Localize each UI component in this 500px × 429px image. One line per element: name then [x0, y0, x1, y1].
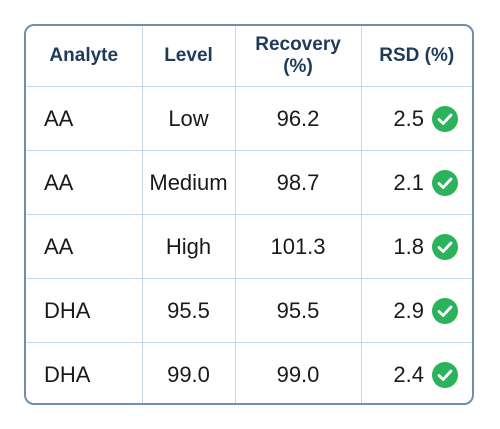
rsd-value: 2.1	[393, 169, 424, 195]
results-table-card: Analyte Level Recovery (%) RSD (%) AA Lo…	[24, 24, 474, 405]
cell-rsd: 1.8	[361, 214, 472, 279]
recovery-table: Analyte Level Recovery (%) RSD (%) AA Lo…	[26, 26, 472, 404]
table-row: DHA 99.0 99.0 2.4	[26, 342, 472, 404]
cell-analyte: AA	[26, 86, 143, 151]
rsd-value: 2.4	[393, 361, 424, 387]
table-row: DHA 95.5 95.5 2.9	[26, 278, 472, 343]
cell-rsd: 2.1	[361, 150, 472, 215]
cell-recovery: 101.3	[235, 214, 362, 279]
header-recovery: Recovery (%)	[235, 26, 362, 87]
header-rsd: RSD (%)	[361, 26, 472, 87]
cell-analyte: DHA	[26, 342, 143, 403]
table-row: AA Low 96.2 2.5	[26, 86, 472, 151]
table-row: AA High 101.3 1.8	[26, 214, 472, 279]
table-row: AA Medium 98.7 2.1	[26, 150, 472, 215]
cell-analyte: AA	[26, 214, 143, 279]
header-analyte: Analyte	[26, 26, 143, 87]
cell-level: Medium	[142, 150, 236, 215]
cell-recovery: 98.7	[235, 150, 362, 215]
cell-rsd: 2.9	[361, 278, 472, 343]
cell-analyte: AA	[26, 150, 143, 215]
check-circle-icon	[432, 297, 458, 324]
check-circle-icon	[432, 169, 458, 196]
check-circle-icon	[432, 105, 458, 132]
rsd-value: 2.5	[393, 105, 424, 131]
cell-level: Low	[142, 86, 236, 151]
check-circle-icon	[432, 233, 458, 260]
check-circle-icon	[432, 361, 458, 388]
header-level: Level	[142, 26, 236, 87]
rsd-value: 2.9	[393, 297, 424, 323]
cell-recovery: 96.2	[235, 86, 362, 151]
cell-recovery: 99.0	[235, 342, 362, 403]
cell-recovery: 95.5	[235, 278, 362, 343]
cell-level: 95.5	[142, 278, 236, 343]
cell-level: 99.0	[142, 342, 236, 403]
cell-rsd: 2.5	[361, 86, 472, 151]
cell-rsd: 2.4	[361, 343, 472, 404]
rsd-value: 1.8	[393, 233, 424, 259]
table-header-row: Analyte Level Recovery (%) RSD (%)	[26, 26, 472, 87]
cell-level: High	[142, 214, 236, 279]
cell-analyte: DHA	[26, 278, 143, 343]
